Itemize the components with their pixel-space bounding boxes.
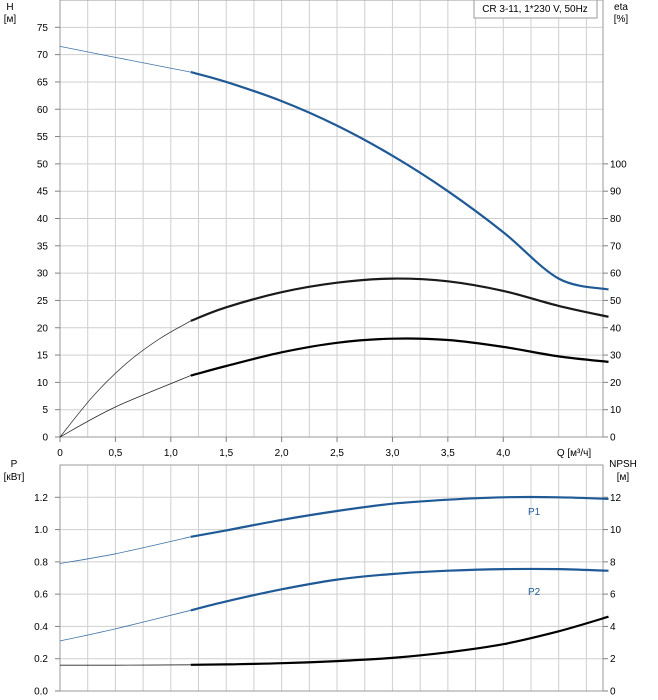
series-p2-extrapolated: [59, 609, 191, 642]
left-tick-label: 60: [37, 105, 49, 116]
right-tick-label: 70: [610, 241, 622, 252]
right-tick-label: 6: [610, 590, 616, 601]
x-tick-label: 1,5: [219, 448, 233, 459]
series-bottom: [59, 495, 609, 666]
legend-p2: P2: [528, 587, 541, 598]
x-tick-label: 2,0: [275, 448, 289, 459]
head-efficiency-panel: 0 5 10 15 20 25 30 35 40 45 50 55 60 65 70 75 0 10 20 30 40…: [4, 0, 629, 459]
left-tick-label: 15: [37, 351, 49, 362]
npsh-axis-ticks: 0 2 4 6 8 10 12: [603, 493, 622, 698]
left-tick-label: 0: [42, 433, 48, 444]
q-axis-ticks: 0 0,5 1,0 1,5 2,0 2,5 3,0 3,5 4,0: [57, 437, 511, 459]
left-tick-label: 1.2: [34, 493, 48, 504]
left-tick-label: 35: [37, 241, 49, 252]
left-tick-label: 1.0: [34, 525, 48, 536]
series-0-2-operating: [190, 337, 609, 377]
npsh-axis-label: NPSH: [609, 459, 637, 470]
x-tick-label: 2,5: [330, 448, 344, 459]
x-tick-label: 1,0: [164, 448, 178, 459]
right-tick-label: 2: [610, 654, 616, 665]
left-tick-label: 70: [37, 50, 49, 61]
right-tick-label: 0: [610, 687, 616, 698]
x-tick-label: 3,0: [385, 448, 399, 459]
left-tick-label: 10: [37, 378, 49, 389]
legend-p1: P1: [528, 507, 541, 518]
series-0-0-extrapolated: [59, 46, 191, 73]
plot-frame-bottom: [59, 464, 604, 692]
right-tick-label: 4: [610, 622, 616, 633]
series-1-2-operating: [190, 615, 609, 666]
right-tick-label: 10: [610, 405, 622, 416]
title-box: [473, 0, 598, 19]
right-tick-label: 90: [610, 187, 622, 198]
x-tick-label: 0,5: [108, 448, 122, 459]
right-tick-label: 20: [610, 378, 622, 389]
series-p1-extrapolated: [59, 536, 191, 564]
right-tick-label: 10: [610, 525, 622, 536]
series-p2-operating: [190, 567, 609, 612]
right-tick-label: 12: [610, 493, 622, 504]
chart-title: CR 3-11, 1*230 V, 50Hz: [482, 4, 588, 15]
p-axis-label: P: [11, 459, 18, 470]
right-tick-label: 40: [610, 323, 622, 334]
right-tick-label: 8: [610, 557, 616, 568]
left-tick-label: 0.6: [34, 590, 48, 601]
series-0-1-operating: [190, 277, 609, 322]
series-top: [59, 46, 609, 438]
left-tick-label: 75: [37, 23, 49, 34]
right-tick-label: 100: [610, 159, 627, 170]
left-tick-label: 45: [37, 187, 49, 198]
x-tick-label: 3,5: [441, 448, 455, 459]
left-tick-label: 0.0: [34, 687, 48, 698]
left-tick-label: 0.2: [34, 654, 48, 665]
eta-axis-unit: [%]: [614, 14, 629, 25]
left-tick-label: 40: [37, 214, 49, 225]
left-tick-label: 0.8: [34, 557, 48, 568]
p-axis-ticks: 0.0 0.2 0.4 0.6 0.8 1.0 1.2: [34, 493, 60, 698]
grid-lines-top: [60, 0, 603, 438]
right-tick-label: 0: [610, 433, 616, 444]
series-0-0-operating: [190, 71, 609, 291]
h-axis-ticks: 0 5 10 15 20 25 30 35 40 45 50 55 60 65 70 75: [37, 23, 60, 444]
left-tick-label: 0.4: [34, 622, 48, 633]
q-axis-label: Q [м³/ч]: [557, 448, 592, 459]
right-tick-label: 30: [610, 351, 622, 362]
series-0-2-extrapolated: [59, 375, 191, 438]
x-tick-label: 0: [57, 448, 63, 459]
series-p1-operating: [190, 495, 609, 538]
left-tick-label: 25: [37, 296, 49, 307]
left-tick-label: 65: [37, 77, 49, 88]
left-tick-label: 50: [37, 159, 49, 170]
right-tick-label: 50: [610, 296, 622, 307]
eta-axis-label: eta: [614, 2, 628, 13]
x-tick-label: 4,0: [496, 448, 510, 459]
grid-lines-bottom: [60, 465, 603, 692]
h-axis-unit: [м]: [4, 14, 17, 25]
left-tick-label: 20: [37, 323, 49, 334]
series-0-1-extrapolated: [59, 320, 191, 438]
npsh-axis-unit: [м]: [617, 472, 630, 483]
left-tick-label: 30: [37, 269, 49, 280]
p-axis-unit: [кВт]: [4, 472, 25, 483]
left-tick-label: 5: [42, 405, 48, 416]
right-tick-label: 80: [610, 214, 622, 225]
eta-axis-ticks: 0 10 20 30 40 50 60 70 80 90 100: [603, 159, 627, 444]
right-tick-label: 60: [610, 269, 622, 280]
left-tick-label: 55: [37, 132, 49, 143]
h-axis-label: H: [6, 2, 13, 13]
